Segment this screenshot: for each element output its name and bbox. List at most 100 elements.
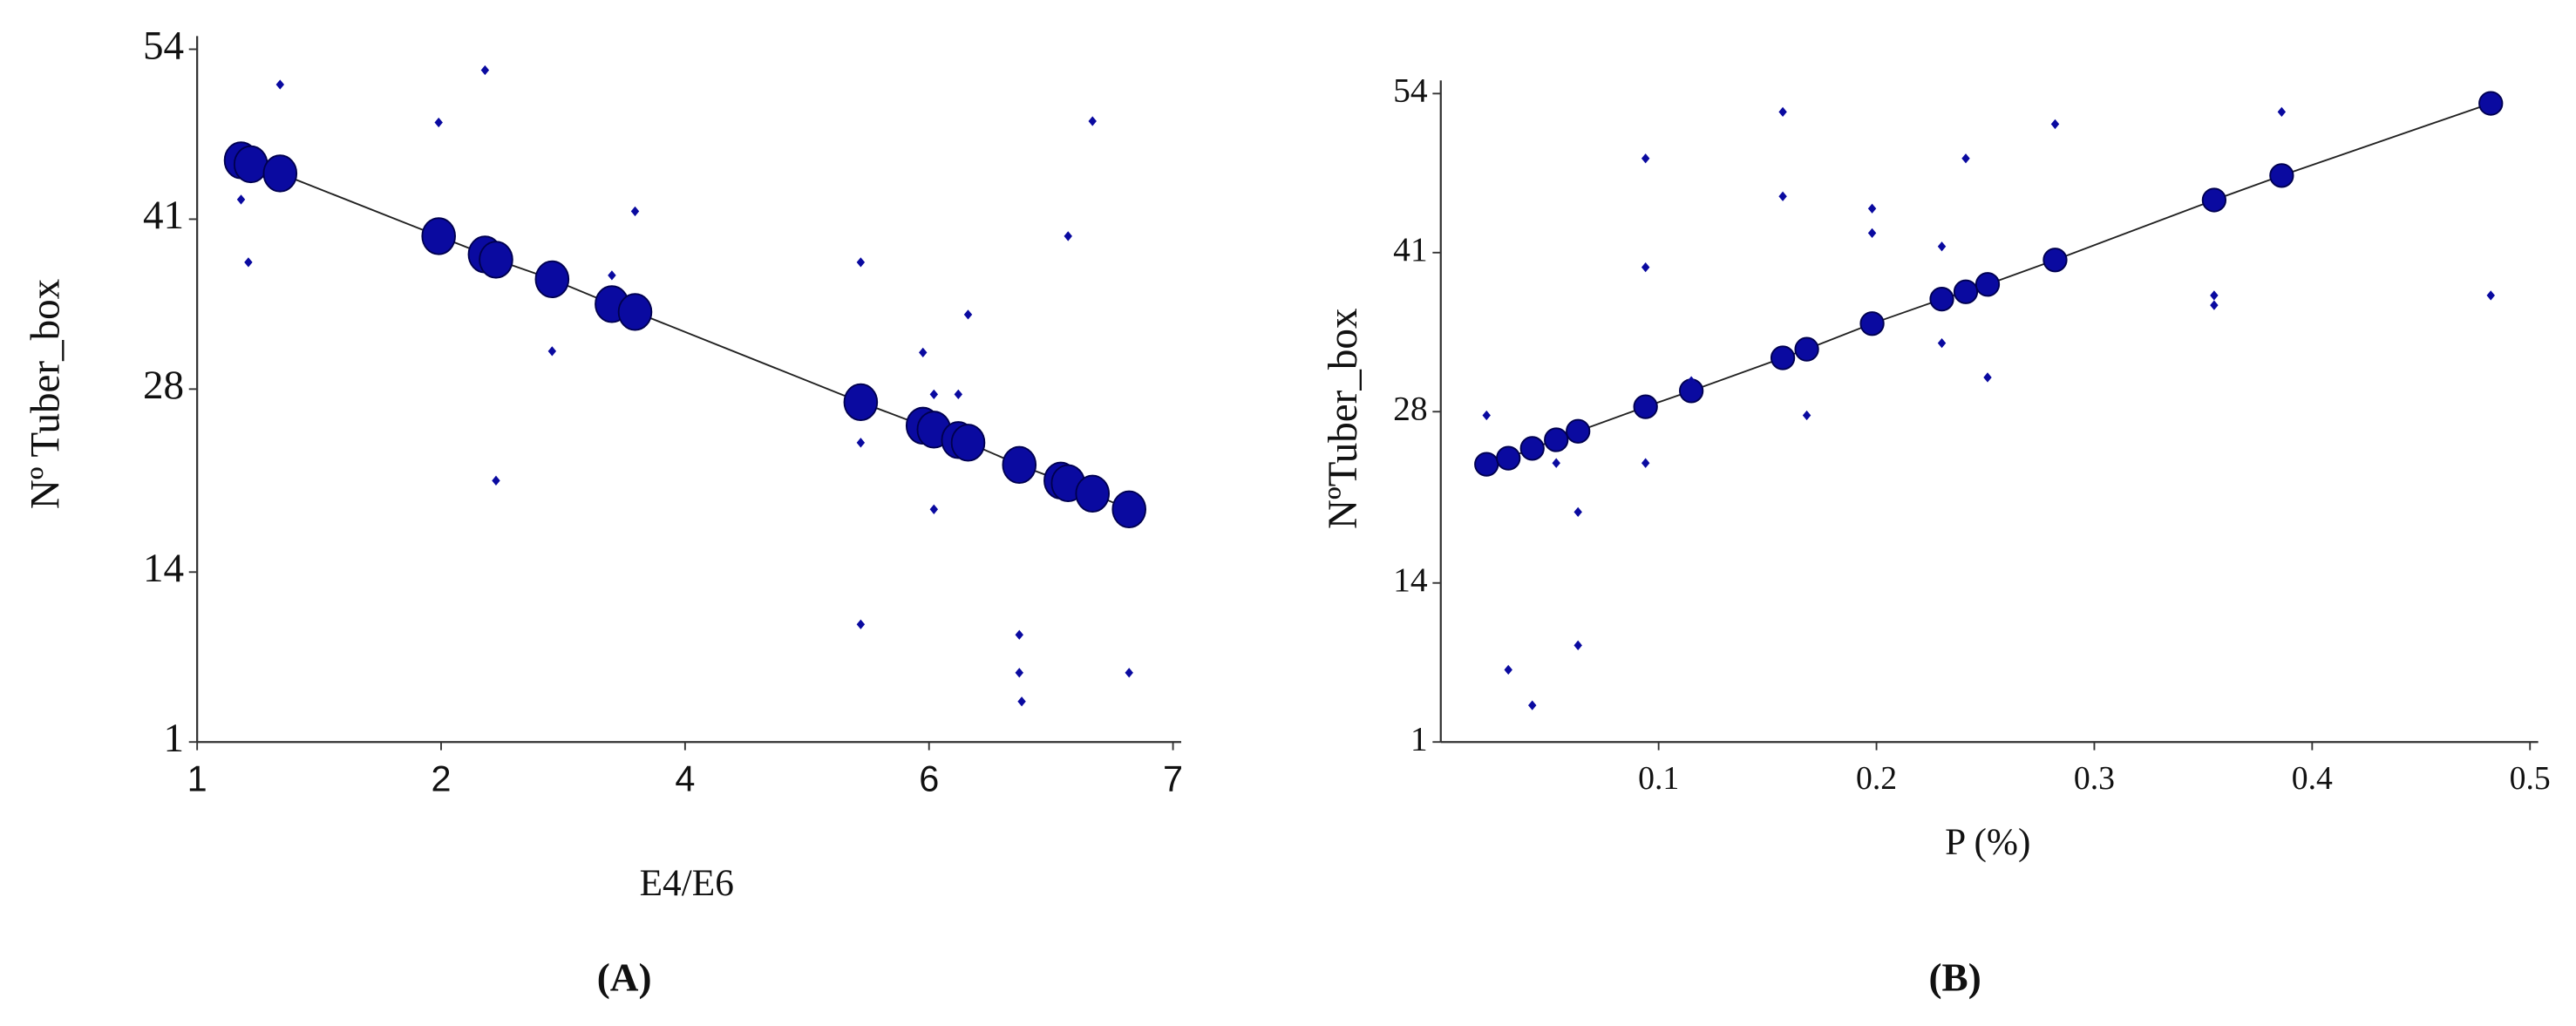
observed-point <box>1015 668 1023 678</box>
y-tick-label: 54 <box>143 23 184 68</box>
observed-point <box>963 309 973 320</box>
observed-point <box>954 389 963 400</box>
observed-point <box>1937 338 1947 349</box>
fitted-point <box>1974 272 2001 297</box>
y-axis-label: Nº Tuber_box <box>23 279 68 509</box>
observed-point <box>1573 640 1582 650</box>
y-axis-label: NºTuber_box <box>1321 309 1366 529</box>
observed-point <box>1961 153 1970 164</box>
fitted-point <box>2478 91 2504 116</box>
x-axis-label: E4/E6 <box>640 862 734 904</box>
observed-point <box>2050 119 2060 130</box>
fitted-point <box>1859 311 1885 336</box>
fitted-point <box>421 217 456 255</box>
trend-line <box>241 160 1130 511</box>
fitted-point <box>843 383 879 422</box>
observed-point <box>1017 696 1026 707</box>
fitted-point <box>1770 345 1796 370</box>
observed-point <box>630 206 640 217</box>
x-tick-label: 0.5 <box>2510 760 2551 797</box>
x-tick-label: 7 <box>1163 758 1183 798</box>
x-tick-label: 0.3 <box>2074 760 2115 797</box>
observed-point <box>1937 241 1947 252</box>
observed-point <box>1573 506 1582 517</box>
observed-point <box>480 65 490 76</box>
x-tick-label: 0.4 <box>2292 760 2333 797</box>
fitted-point <box>1519 436 1545 461</box>
observed-point <box>434 117 443 128</box>
y-tick-label: 28 <box>143 363 184 408</box>
fitted-point <box>1929 287 1954 312</box>
y-tick-label: 14 <box>143 546 184 591</box>
fitted-point <box>1633 394 1658 419</box>
observed-point <box>919 347 928 358</box>
observed-point <box>1983 372 1992 383</box>
observed-point <box>1778 106 1787 118</box>
observed-point <box>608 270 616 281</box>
fitted-point <box>2269 163 2294 188</box>
observed-point <box>1064 231 1072 241</box>
x-tick-label: 2 <box>431 758 451 798</box>
observed-point <box>856 438 866 448</box>
observed-point <box>1504 664 1512 676</box>
observed-point <box>1867 203 1877 214</box>
observed-point <box>1687 376 1696 386</box>
observed-point <box>1802 410 1811 421</box>
observed-point <box>1641 153 1650 164</box>
observed-point <box>2486 290 2495 301</box>
observed-point <box>275 79 285 90</box>
observed-point <box>1088 116 1097 126</box>
observed-point <box>2210 300 2219 310</box>
fitted-point <box>2201 187 2227 213</box>
fitted-point <box>534 260 570 299</box>
observed-point <box>856 257 866 268</box>
fitted-point <box>262 154 298 193</box>
fitted-point <box>1474 452 1499 477</box>
fitted-point <box>617 293 653 331</box>
fitted-point <box>1953 279 1979 304</box>
fitted-point <box>1075 474 1111 513</box>
fitted-point <box>1002 445 1037 484</box>
y-tick-label: 1 <box>164 716 185 761</box>
observed-point <box>1641 262 1650 273</box>
observed-point <box>1778 191 1787 201</box>
x-tick-label: 4 <box>675 758 695 798</box>
fitted-point <box>1496 445 1521 471</box>
fitted-point <box>1111 490 1146 528</box>
observed-point <box>856 619 866 629</box>
y-tick-label: 41 <box>1393 230 1428 268</box>
fitted-point <box>2042 248 2068 273</box>
observed-point <box>2210 290 2219 301</box>
y-tick-label: 54 <box>1393 71 1428 109</box>
fitted-point <box>950 424 986 462</box>
panel-label: (A) <box>597 956 652 1000</box>
observed-point <box>1482 410 1491 421</box>
fitted-point <box>1794 336 1819 362</box>
observed-point <box>1641 458 1650 468</box>
x-tick-label: 1 <box>187 758 207 798</box>
observed-point <box>547 346 557 357</box>
panel-label: (B) <box>1928 956 1981 1000</box>
fitted-point <box>1566 418 1591 444</box>
x-tick-label: 6 <box>919 758 939 798</box>
observed-point <box>1125 668 1133 678</box>
observed-point <box>236 194 246 205</box>
observed-point <box>929 389 939 400</box>
observed-point <box>1015 629 1023 640</box>
observed-point <box>492 475 500 486</box>
y-tick-label: 41 <box>143 193 184 238</box>
y-tick-label: 1 <box>1410 719 1428 758</box>
x-axis-label: P (%) <box>1945 821 2030 863</box>
fitted-point <box>1544 427 1569 452</box>
x-tick-label: 0.2 <box>1856 760 1897 797</box>
y-tick-label: 14 <box>1393 561 1428 599</box>
observed-point <box>2277 106 2287 118</box>
observed-point <box>1528 700 1537 710</box>
fitted-point <box>479 241 513 279</box>
fitted-point <box>233 145 268 184</box>
observed-point <box>1552 458 1560 468</box>
x-tick-label: 0.1 <box>1638 760 1679 797</box>
observed-point <box>1867 228 1877 238</box>
